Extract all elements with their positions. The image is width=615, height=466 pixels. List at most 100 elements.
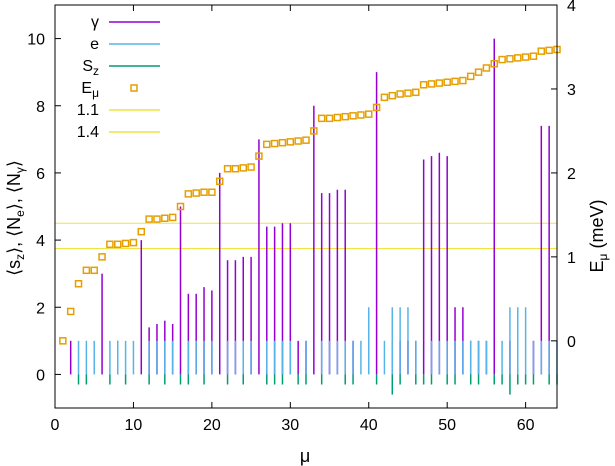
energy-point	[514, 54, 522, 62]
legend-label: Eμ	[81, 80, 99, 100]
legend-label: e	[90, 36, 99, 53]
energy-point	[200, 188, 208, 196]
legend-entry-h11: 1.1	[77, 102, 160, 119]
energy-point	[380, 93, 389, 102]
energy-point	[153, 215, 161, 223]
energy-point	[365, 110, 373, 118]
energy-point	[317, 114, 326, 123]
energy-point	[223, 164, 232, 173]
energy-point	[231, 164, 240, 173]
energy-point	[145, 215, 153, 223]
y-right-tick-label: 0	[567, 334, 576, 351]
y-axis-label-left: ⟨sz⟩, ⟨Ne⟩, ⟨Nγ⟩	[4, 160, 27, 276]
energy-point	[184, 190, 193, 198]
energy-point	[168, 213, 177, 222]
energy-point	[419, 81, 428, 89]
y-left-tick-label: 4	[36, 233, 45, 250]
plot-frame	[54, 4, 558, 409]
energy-point	[239, 164, 247, 172]
y-left-tick-label: 10	[27, 32, 45, 49]
energy-point	[412, 88, 420, 97]
y-right-tick-label: 3	[567, 82, 576, 99]
energy-point	[208, 188, 216, 196]
energy-point	[121, 239, 130, 248]
energy-point	[325, 114, 334, 123]
energy-point	[529, 52, 538, 60]
energy-point	[435, 79, 444, 87]
energy-point	[396, 90, 404, 98]
energy-point	[357, 111, 365, 119]
energy-point	[59, 337, 67, 345]
y-right-tick-label: 1	[567, 250, 576, 267]
x-tick-label: 50	[438, 417, 456, 434]
energy-point	[451, 77, 459, 86]
energy-point	[474, 68, 483, 76]
energy-point	[372, 103, 381, 112]
legend-label: γ	[91, 14, 99, 31]
y-left-tick-label: 8	[36, 99, 45, 116]
x-tick-label: 40	[360, 417, 378, 434]
energy-point	[192, 189, 200, 197]
y-axis-label-right: Eμ (meV)	[587, 200, 610, 273]
energy-point	[482, 64, 491, 72]
energy-point	[498, 55, 506, 64]
y-right-tick-label: 2	[567, 166, 576, 183]
energy-point	[537, 47, 546, 55]
energy-point	[404, 89, 412, 97]
energy-point	[137, 227, 146, 236]
plot-border	[54, 4, 558, 409]
energy-point	[66, 307, 75, 316]
axis-ticks: 0 10 20 30 40 50 60 0 2 4 6 8 10 0 1 2 3 4	[27, 0, 576, 434]
energy-scatter	[59, 45, 561, 345]
energy-point	[294, 137, 302, 145]
legend-entry-gamma: γ	[91, 14, 160, 31]
energy-point	[490, 60, 498, 68]
y-right-tick-label: 4	[567, 0, 576, 15]
x-axis-label: μ	[300, 446, 310, 466]
x-tick-label: 30	[281, 417, 299, 434]
y-left-tick-label: 0	[36, 367, 45, 384]
energy-point	[341, 112, 349, 121]
energy-point	[349, 112, 357, 120]
energy-point	[286, 138, 295, 146]
energy-point	[263, 140, 271, 149]
legend-entry-h14: 1.4	[77, 124, 160, 141]
legend-swatch	[130, 84, 138, 92]
x-tick-label: 0	[51, 417, 60, 434]
energy-point	[443, 78, 451, 86]
y-left-tick-label: 2	[36, 300, 45, 317]
energy-point	[427, 80, 436, 88]
energy-point	[247, 163, 255, 171]
legend-entry-sz: Sz	[82, 58, 160, 78]
legend-entry-emu: Eμ	[81, 80, 138, 100]
y-left-tick-label: 6	[36, 166, 45, 183]
energy-point	[388, 91, 397, 100]
energy-point	[545, 46, 553, 55]
energy-point	[302, 136, 310, 144]
x-tick-label: 10	[125, 417, 143, 434]
energy-point	[129, 238, 138, 247]
energy-point	[459, 76, 467, 85]
energy-point	[176, 202, 185, 211]
legend-label: Sz	[82, 58, 99, 78]
energy-point	[466, 72, 475, 81]
energy-point	[270, 139, 279, 148]
x-tick-label: 20	[203, 417, 221, 434]
legend-entry-ne: e	[90, 36, 160, 53]
energy-point	[310, 127, 318, 135]
energy-point	[74, 279, 83, 288]
x-tick-label: 60	[517, 417, 535, 434]
energy-point	[215, 177, 224, 186]
energy-point	[98, 253, 106, 261]
legend-label: 1.4	[77, 124, 99, 141]
svg-text:⟨sz⟩, ⟨Ne⟩, ⟨Nγ⟩: ⟨sz⟩, ⟨Ne⟩, ⟨Nγ⟩	[4, 160, 27, 276]
energy-point	[161, 214, 169, 223]
energy-point	[255, 152, 263, 160]
energy-point	[333, 113, 342, 122]
energy-point	[114, 240, 122, 249]
energy-point	[521, 53, 530, 61]
energy-point	[106, 240, 114, 249]
